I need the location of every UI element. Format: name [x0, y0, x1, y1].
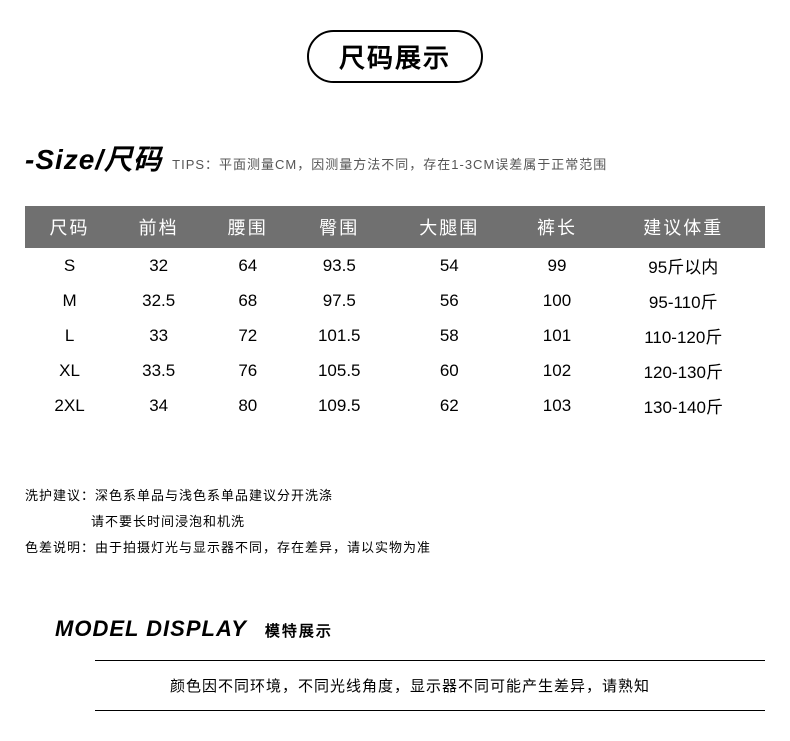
model-note-wrap: 颜色因不同环境，不同光线角度，显示器不同可能产生差异，请熟知 — [55, 661, 765, 710]
table-cell: 97.5 — [292, 283, 386, 318]
table-header-cell: 臀围 — [292, 206, 386, 248]
size-table-body: S326493.5549995斤以内M32.56897.55610095-110… — [25, 248, 765, 423]
model-note: 颜色因不同环境，不同光线角度，显示器不同可能产生差异，请熟知 — [170, 678, 650, 695]
table-cell: 62 — [386, 388, 512, 423]
wash-line1: 深色系单品与浅色系单品建议分开洗涤 — [95, 483, 333, 509]
table-cell: 34 — [114, 388, 203, 423]
table-cell: S — [25, 248, 114, 283]
table-cell: 60 — [386, 353, 512, 388]
table-cell: 101.5 — [292, 318, 386, 353]
color-note-row: 色差说明： 由于拍摄灯光与显示器不同，存在差异，请以实物为准 — [25, 535, 765, 561]
color-text: 由于拍摄灯光与显示器不同，存在差异，请以实物为准 — [95, 535, 431, 561]
table-cell: 68 — [203, 283, 292, 318]
notes-section: 洗护建议： 深色系单品与浅色系单品建议分开洗涤 请不要长时间浸泡和机洗 色差说明… — [25, 483, 765, 561]
table-cell: 105.5 — [292, 353, 386, 388]
table-cell: 32 — [114, 248, 203, 283]
table-cell: 103 — [512, 388, 601, 423]
table-cell: 72 — [203, 318, 292, 353]
table-cell: 80 — [203, 388, 292, 423]
size-table-head: 尺码前档腰围臀围大腿围裤长建议体重 — [25, 206, 765, 248]
wash-note-row1: 洗护建议： 深色系单品与浅色系单品建议分开洗涤 — [25, 483, 765, 509]
tips-text: 平面测量CM，因测量方法不同，存在1-3CM误差属于正常范围 — [219, 157, 607, 172]
wash-note-row2: 请不要长时间浸泡和机洗 — [91, 509, 765, 535]
wash-line2: 请不要长时间浸泡和机洗 — [91, 514, 245, 529]
model-section: MODEL DISPLAY 模特展示 颜色因不同环境，不同光线角度，显示器不同可… — [25, 616, 765, 711]
table-cell: 56 — [386, 283, 512, 318]
table-header-cell: 大腿围 — [386, 206, 512, 248]
color-label: 色差说明： — [25, 535, 95, 561]
table-cell: 109.5 — [292, 388, 386, 423]
table-cell: 95斤以内 — [602, 248, 765, 283]
table-cell: 33 — [114, 318, 203, 353]
table-cell: XL — [25, 353, 114, 388]
table-row: M32.56897.55610095-110斤 — [25, 283, 765, 318]
model-heading: MODEL DISPLAY 模特展示 — [55, 616, 765, 642]
table-row: 2XL3480109.562103130-140斤 — [25, 388, 765, 423]
model-title-cn: 模特展示 — [265, 620, 333, 641]
size-title: -Size/尺码 — [25, 138, 162, 178]
table-cell: 130-140斤 — [602, 388, 765, 423]
tips-label: TIPS： — [172, 157, 219, 172]
size-table: 尺码前档腰围臀围大腿围裤长建议体重 S326493.5549995斤以内M32.… — [25, 206, 765, 423]
table-header-cell: 裤长 — [512, 206, 601, 248]
table-cell: 64 — [203, 248, 292, 283]
table-cell: 76 — [203, 353, 292, 388]
table-row: L3372101.558101110-120斤 — [25, 318, 765, 353]
table-cell: 120-130斤 — [602, 353, 765, 388]
table-cell: 33.5 — [114, 353, 203, 388]
table-cell: L — [25, 318, 114, 353]
table-cell: 54 — [386, 248, 512, 283]
wash-label: 洗护建议： — [25, 483, 95, 509]
table-row: XL33.576105.560102120-130斤 — [25, 353, 765, 388]
table-cell: 93.5 — [292, 248, 386, 283]
table-header-cell: 腰围 — [203, 206, 292, 248]
size-heading-row: -Size/尺码 TIPS：平面测量CM，因测量方法不同，存在1-3CM误差属于… — [25, 138, 765, 178]
table-cell: 102 — [512, 353, 601, 388]
table-cell: 100 — [512, 283, 601, 318]
table-header-cell: 前档 — [114, 206, 203, 248]
size-tips: TIPS：平面测量CM，因测量方法不同，存在1-3CM误差属于正常范围 — [172, 154, 607, 173]
table-cell: 95-110斤 — [602, 283, 765, 318]
table-header-cell: 建议体重 — [602, 206, 765, 248]
table-header-cell: 尺码 — [25, 206, 114, 248]
table-cell: 32.5 — [114, 283, 203, 318]
table-cell: 99 — [512, 248, 601, 283]
table-cell: 58 — [386, 318, 512, 353]
table-row: S326493.5549995斤以内 — [25, 248, 765, 283]
model-title-en: MODEL DISPLAY — [55, 616, 247, 642]
table-cell: M — [25, 283, 114, 318]
table-cell: 101 — [512, 318, 601, 353]
size-display-badge: 尺码展示 — [307, 30, 483, 83]
badge-section: 尺码展示 — [25, 30, 765, 83]
table-cell: 2XL — [25, 388, 114, 423]
table-cell: 110-120斤 — [602, 318, 765, 353]
model-divider-bottom — [95, 710, 765, 711]
